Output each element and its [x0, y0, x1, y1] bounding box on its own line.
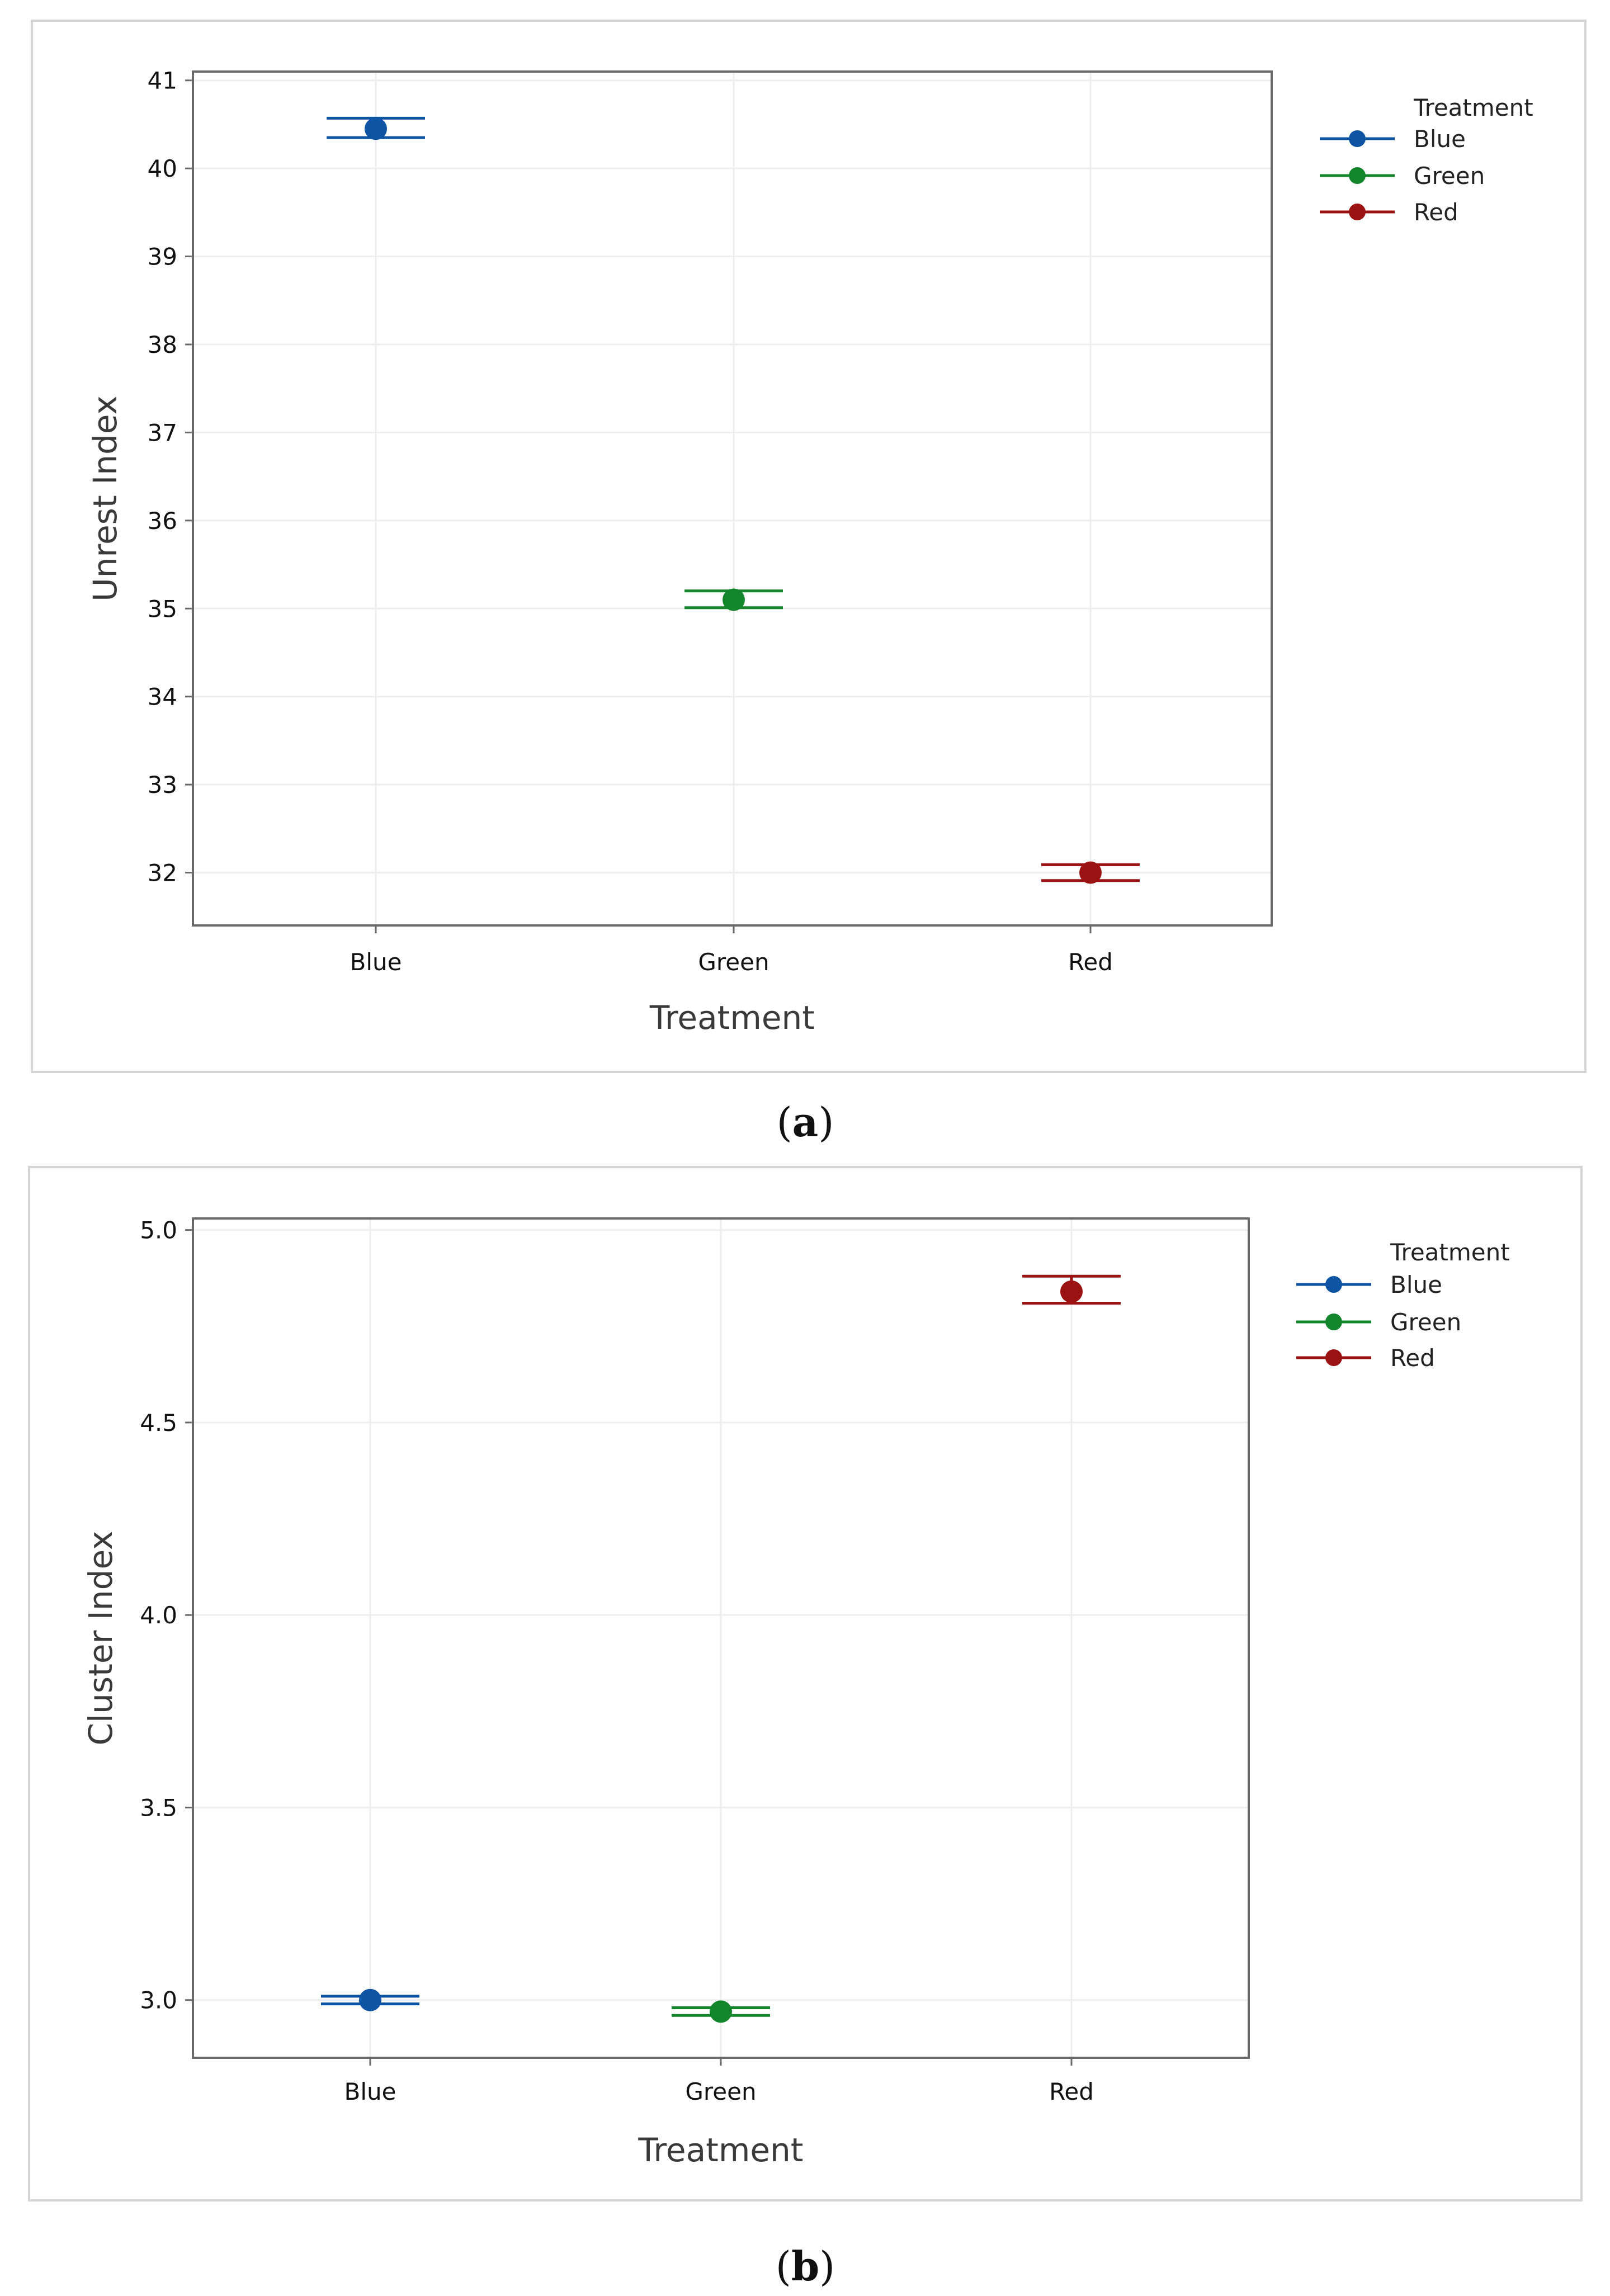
panel-a-frame — [31, 20, 1587, 1073]
panel-a-y-tick-label: 34 — [148, 683, 177, 711]
panel-b-y-tick-label: 3.0 — [140, 1987, 177, 2014]
panel-a-legend-marker-red — [1349, 204, 1366, 220]
panel-b-mean-point-red — [1060, 1280, 1083, 1303]
panel-a-legend-label-red: Red — [1414, 199, 1458, 226]
panel-a-y-tick-label: 35 — [148, 595, 177, 622]
panel-b-legend-marker-blue — [1325, 1276, 1342, 1293]
panel-a-y-axis-label: Unrest Index — [86, 395, 124, 602]
panel-b-legend-title: Treatment — [1390, 1239, 1510, 1266]
panel-a-interval-red — [1041, 861, 1140, 884]
panel-a-legend-title: Treatment — [1413, 94, 1533, 121]
panel-b: 3.0 3.5 4.0 4.5 5.0 Blue Green Red Treatment Clus… — [28, 1166, 1583, 2290]
panel-a-mean-point-blue — [365, 117, 387, 140]
panel-b-legend-label-blue: Blue — [1390, 1271, 1442, 1298]
panel-b-legend-marker-red — [1325, 1349, 1342, 1366]
panel-b-x-tick-label: Green — [685, 2078, 756, 2105]
panel-a-mean-point-red — [1079, 861, 1102, 884]
panel-b-legend: Treatment Blue Green Red — [1296, 1239, 1510, 1372]
panel-a-x-tick-label: Blue — [350, 948, 402, 976]
panel-b-interval-green — [672, 2000, 770, 2023]
panel-b-y-tick-label: 5.0 — [140, 1217, 177, 1244]
panel-a-legend-label-green: Green — [1414, 162, 1485, 190]
panel-a-y-tick-label: 39 — [148, 243, 177, 271]
panel-a-legend-marker-blue — [1349, 130, 1366, 147]
panel-a-interval-blue — [327, 116, 425, 140]
panel-b-caption: (b) — [776, 2242, 835, 2290]
panel-a-caption: (a) — [777, 1098, 834, 1146]
panel-b-interval-red — [1022, 1274, 1121, 1305]
panel-a-y-tick-label: 41 — [148, 67, 177, 95]
panel-b-mean-point-green — [710, 2000, 732, 2023]
panel-b-plot: 3.0 3.5 4.0 4.5 5.0 Blue Green Red Treatment Clus… — [82, 1217, 1510, 2169]
panel-a-mean-point-green — [723, 588, 745, 611]
panel-b-x-axis-label: Treatment — [638, 2131, 803, 2169]
panel-b-legend-label-red: Red — [1390, 1344, 1435, 1372]
panel-a-legend-label-blue: Blue — [1414, 125, 1466, 153]
panel-b-y-axis-label: Cluster Index — [82, 1531, 120, 1746]
panel-b-y-tick-label: 3.5 — [140, 1794, 177, 1821]
panel-a-y-tick-label: 36 — [148, 507, 177, 535]
panel-a-y-tick-label: 37 — [148, 419, 177, 446]
panel-a-legend: Treatment Blue Green Red — [1320, 94, 1533, 226]
panel-a-y-tick-label: 38 — [148, 331, 177, 358]
panel-b-x-tick-label: Blue — [344, 2078, 396, 2105]
panel-b-frame — [28, 1166, 1583, 2201]
panel-b-y-tick-label: 4.5 — [140, 1409, 177, 1437]
panel-b-x-tick-label: Red — [1049, 2078, 1094, 2105]
panel-b-interval-blue — [321, 1988, 419, 2011]
panel-b-mean-point-blue — [359, 1988, 381, 2011]
panel-b-legend-marker-green — [1325, 1314, 1342, 1330]
panel-a-y-tick-label: 40 — [148, 155, 177, 182]
panel-a-y-tick-label: 33 — [148, 771, 177, 799]
panel-b-y-tick-label: 4.0 — [140, 1601, 177, 1629]
panel-a-plot-frame — [192, 70, 1273, 927]
panel-a-legend-marker-green — [1349, 167, 1366, 184]
panel-a-x-tick-label: Green — [698, 948, 769, 976]
panel-a-x-axis-label: Treatment — [649, 999, 815, 1037]
panel-a-y-tick-label: 32 — [148, 859, 177, 887]
panel-b-legend-label-green: Green — [1390, 1308, 1461, 1336]
panel-a-x-tick-label: Red — [1068, 948, 1113, 976]
panel-a-interval-green — [684, 588, 783, 611]
